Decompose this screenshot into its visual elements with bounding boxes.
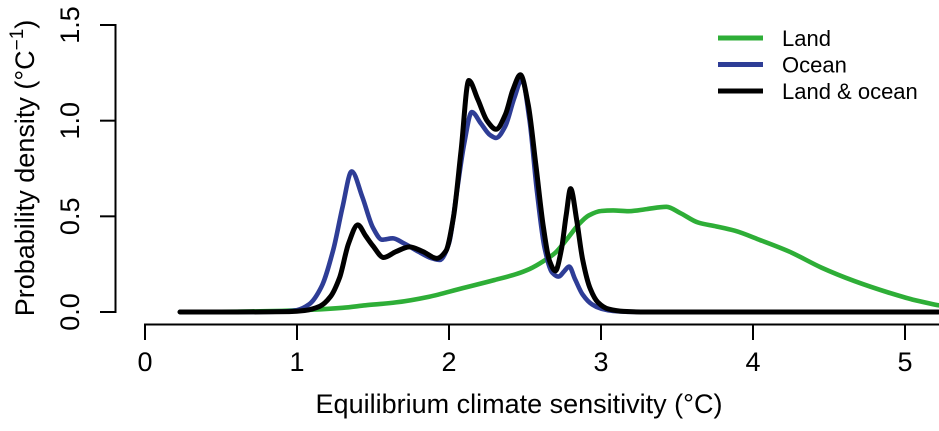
y-tick-label-1.0: 1.0 (55, 102, 85, 140)
y-tick-label-0.0: 0.0 (55, 293, 85, 331)
x-tick-label-0: 0 (137, 347, 152, 377)
series-line-ocean (177, 77, 938, 315)
series-line-land (177, 204, 939, 315)
x-tick-label-2: 2 (441, 347, 456, 377)
legend-label-land-ocean: Land & ocean (782, 79, 918, 104)
legend-label-land: Land (782, 26, 831, 51)
y-axis-title-main: Probability density (°C (10, 50, 40, 316)
y-axis-title: Probability density (°C−1) (7, 20, 40, 317)
x-tick-label-1: 1 (289, 347, 304, 377)
x-tick-label-3: 3 (593, 347, 608, 377)
series-line-land-ocean (177, 72, 939, 315)
y-tick-label-1.5: 1.5 (55, 6, 85, 44)
x-tick-label-5: 5 (897, 347, 912, 377)
y-axis-title-superscript: −1 (7, 29, 28, 51)
x-tick-label-4: 4 (745, 347, 760, 377)
y-tick-label-0.5: 0.5 (55, 198, 85, 236)
x-axis-title: Equilibrium climate sensitivity (°C) (316, 389, 723, 419)
y-axis-title-end: ) (10, 20, 40, 29)
legend-label-ocean: Ocean (782, 53, 847, 78)
